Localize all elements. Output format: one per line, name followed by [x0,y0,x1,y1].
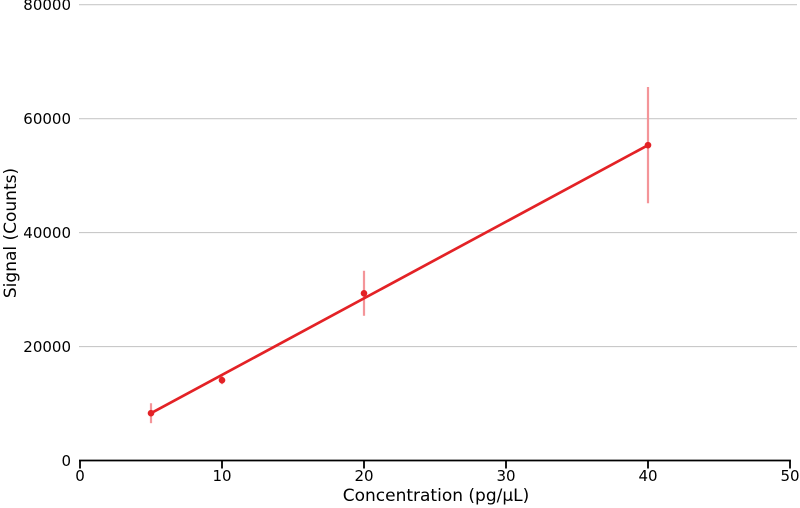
x-tick-label: 50 [780,467,799,485]
data-point-marker [360,289,368,297]
x-tick-label: 20 [354,467,373,485]
x-tick-label: 30 [496,467,515,485]
x-axis-title: Concentration (pg/μL) [342,486,530,506]
x-tick-label: 10 [212,467,231,485]
y-tick-label: 20000 [23,338,71,356]
trend-line [149,143,650,415]
x-tick-label: 0 [75,467,85,485]
data-point-marker [147,409,155,417]
data-point-marker [218,376,226,384]
y-tick-label: 80000 [23,0,71,14]
data-point-marker [644,141,652,149]
y-tick-label: 60000 [23,110,71,128]
y-tick-label: 40000 [23,224,71,242]
x-tick-label: 40 [638,467,657,485]
y-tick-label: 0 [61,452,71,470]
y-axis-title: Signal (Counts) [1,167,21,299]
